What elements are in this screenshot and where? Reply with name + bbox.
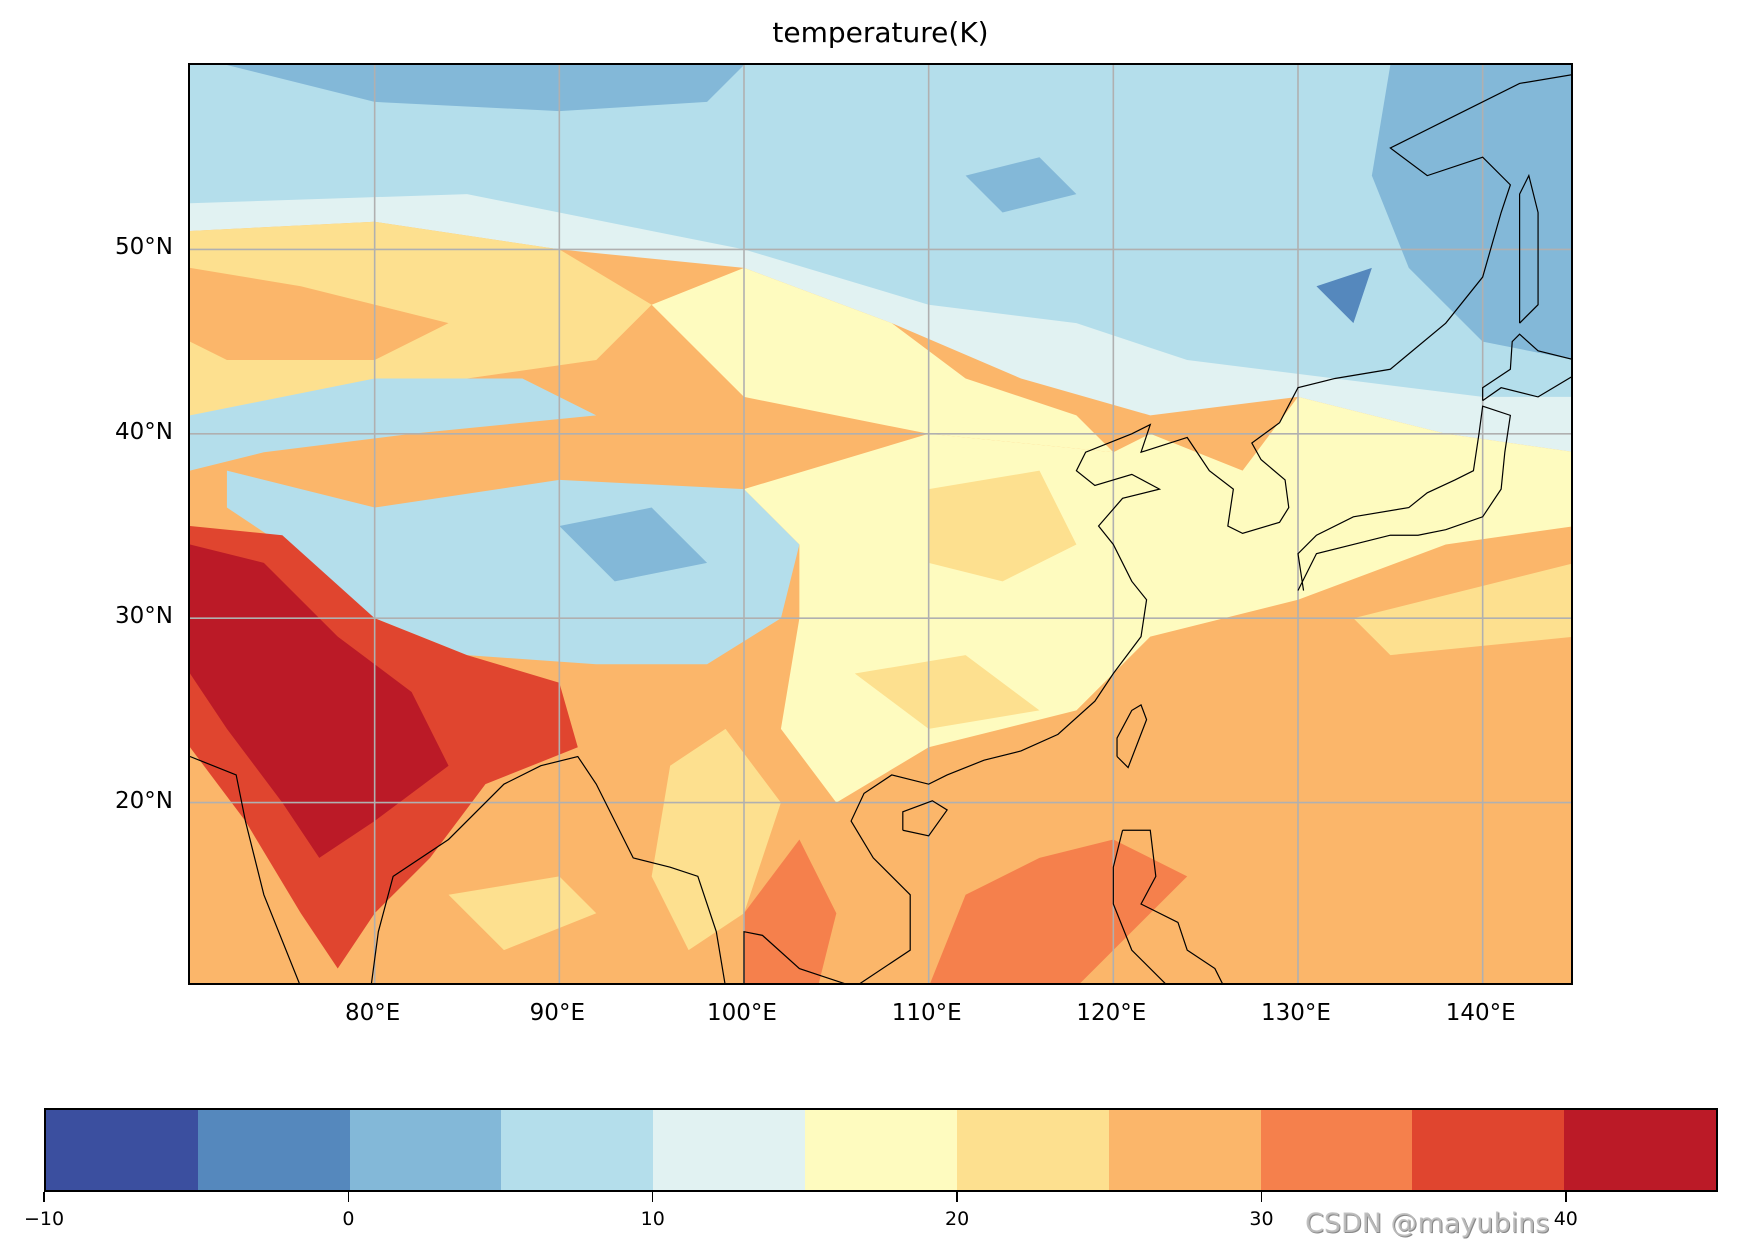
colorbar-swatch [501, 1110, 654, 1190]
lon-label: 140°E [1445, 1000, 1516, 1026]
lat-label: 40°N [115, 418, 173, 445]
colorbar-swatch [1108, 1110, 1261, 1190]
colorbar-tick-label: 10 [640, 1208, 665, 1230]
temperature-region-east-sea [1353, 563, 1571, 656]
temperature-region-south-china [854, 655, 1040, 729]
colorbar-tick-mark [347, 1192, 350, 1202]
coastline-japan [1297, 405, 1512, 591]
colorbar-tick-label: 30 [1249, 1208, 1274, 1230]
temperature-region-indochina [651, 728, 781, 951]
temperature-region-north-china-plain [928, 470, 1077, 582]
colorbar-swatch [956, 1110, 1109, 1190]
lon-label: 90°E [529, 1000, 585, 1026]
map-canvas [190, 65, 1571, 983]
temperature-region-tibet-cold [559, 507, 708, 582]
temperature-region-tianshan [190, 378, 597, 471]
temperature-region-india-hottest [190, 544, 449, 858]
coastline-east-asia [743, 74, 1571, 983]
colorbar-swatch [1260, 1110, 1413, 1190]
lat-label: 20°N [115, 787, 173, 814]
coastline-sakhalin [1518, 173, 1539, 324]
temperature-region-south-china-sea [930, 839, 1188, 983]
lon-label: 120°E [1076, 1000, 1147, 1026]
temperature-region-northeast-cold [1371, 65, 1571, 360]
colorbar [44, 1108, 1718, 1192]
temperature-region-north-cold-2 [965, 157, 1077, 213]
coastline-taiwan [1116, 703, 1148, 769]
temperature-region-north-cool [190, 65, 1571, 397]
lat-label: 30°N [115, 603, 173, 630]
lon-label: 100°E [707, 1000, 777, 1026]
coastline-india-west [190, 755, 300, 983]
colorbar-tick-mark [956, 1192, 958, 1202]
lon-label: 110°E [891, 1000, 962, 1026]
coastline-hainan [902, 800, 948, 837]
colorbar-tick-mark [1260, 1192, 1263, 1202]
colorbar-swatch [653, 1110, 806, 1190]
temperature-region-northeast-colder [1316, 267, 1372, 324]
temperature-map [188, 63, 1573, 985]
colorbar-swatch [349, 1110, 502, 1190]
coastline-philippines [1112, 829, 1223, 983]
colorbar-tick-label: 20 [944, 1208, 970, 1230]
colorbar-tick-mark [651, 1192, 654, 1202]
colorbar-swatch [805, 1110, 957, 1190]
colorbar-swatch [1564, 1110, 1716, 1190]
colorbar-tick-mark [1565, 1192, 1567, 1202]
colorbar-swatch [197, 1110, 350, 1190]
colorbar-tick-label: 0 [342, 1208, 355, 1230]
colorbar-tick-label: −10 [23, 1208, 65, 1230]
lon-label: 80°E [345, 1000, 401, 1026]
temperature-region-north-cold-1 [226, 65, 744, 112]
lat-label: 50°N [115, 234, 173, 261]
map-title: temperature(K) [772, 16, 989, 49]
coastline-hokkaido [1482, 333, 1571, 402]
temperature-region-gulf-thailand [744, 839, 837, 983]
colorbar-tick-label: 40 [1553, 1208, 1578, 1230]
watermark: CSDN @mayubins [1305, 1208, 1550, 1239]
colorbar-tick-mark [43, 1192, 45, 1202]
coastline-bay-of-bengal [370, 755, 726, 983]
temperature-region-central-asia-warm [190, 267, 449, 361]
temperature-region-tarim [374, 433, 708, 471]
temperature-region-mongolia [651, 267, 1114, 453]
colorbar-swatch [1412, 1110, 1565, 1190]
colorbar-swatch [46, 1110, 198, 1190]
lon-label: 130°E [1261, 1000, 1331, 1026]
